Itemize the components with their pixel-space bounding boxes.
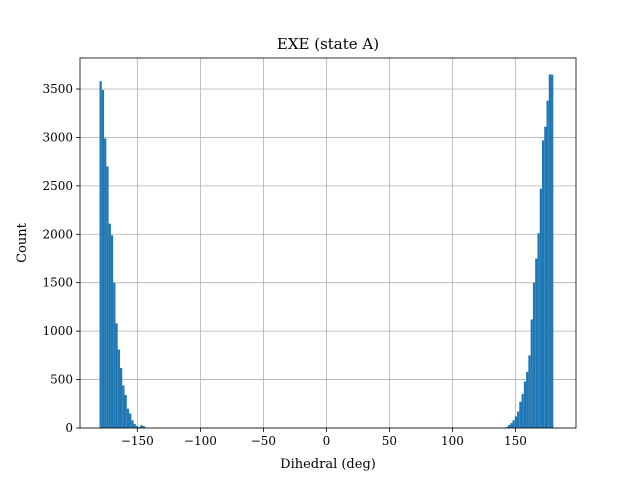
histogram-bar	[539, 188, 542, 428]
histogram-bar	[108, 223, 111, 428]
plot-area-frame	[79, 57, 577, 429]
histogram-bar	[101, 89, 105, 428]
x-tick-label: 0	[323, 434, 331, 448]
histogram-bar	[119, 367, 123, 428]
x-tick-label: −100	[184, 434, 217, 448]
histogram-bar	[530, 319, 533, 428]
histogram-bar	[523, 381, 527, 428]
y-tick-label: 2000	[42, 227, 73, 241]
histogram-bar	[106, 166, 109, 428]
y-tick-label: 1500	[42, 276, 73, 290]
x-tick-label: 50	[382, 434, 397, 448]
histogram-bar	[113, 282, 116, 428]
histogram-bar	[115, 323, 118, 428]
histogram-bar	[544, 126, 547, 429]
histogram-bar	[541, 140, 545, 429]
histogram-bar	[519, 401, 522, 428]
histogram-bar	[510, 423, 513, 428]
histogram-bar	[126, 408, 130, 428]
histogram-bar	[537, 233, 540, 428]
histogram-bar	[133, 424, 136, 428]
histogram-bar	[140, 425, 143, 428]
x-tick-label: 150	[504, 434, 527, 448]
histogram-bar	[117, 349, 120, 428]
y-axis-ticks: 0 500 1000 1500 2000 2500 3000 3500	[42, 82, 80, 435]
histogram-bar	[122, 385, 125, 428]
histogram-bars	[99, 74, 554, 429]
histogram-bar	[528, 355, 531, 428]
histogram-bar	[514, 416, 518, 428]
histogram-bar	[507, 425, 511, 428]
histogram-bar	[99, 81, 102, 429]
histogram-bar	[546, 100, 549, 428]
histogram-bar	[142, 426, 145, 428]
x-axis-label: Dihedral (deg)	[280, 457, 376, 472]
histogram-bar	[532, 282, 536, 428]
histogram-bar	[535, 258, 538, 428]
histogram-bar	[521, 394, 524, 428]
y-tick-label: 500	[50, 373, 73, 387]
x-tick-label: 100	[441, 434, 464, 448]
x-axis-ticks: −150 −100 −50 0 50 100 150	[121, 428, 527, 448]
histogram-bar	[129, 413, 132, 428]
histogram-bar	[548, 74, 552, 428]
histogram-bar	[505, 427, 508, 428]
y-tick-label: 2500	[42, 179, 73, 193]
y-tick-label: 3000	[42, 130, 73, 144]
y-tick-label: 0	[65, 421, 73, 435]
y-axis-label: Count	[15, 222, 30, 263]
histogram-bar	[104, 138, 107, 428]
x-tick-label: −150	[121, 434, 154, 448]
x-tick-label: −50	[251, 434, 276, 448]
histogram-bar	[512, 420, 515, 428]
y-tick-label: 1000	[42, 324, 73, 338]
histogram-bar	[124, 395, 127, 428]
histogram-bar	[135, 426, 139, 428]
histogram-bar	[551, 74, 554, 428]
histogram-bar	[138, 427, 141, 428]
histogram-bar	[131, 420, 134, 428]
histogram-bar	[517, 411, 520, 428]
y-tick-label: 3500	[42, 82, 73, 96]
histogram-bar	[110, 235, 114, 428]
histogram-bar	[526, 371, 529, 428]
chart-title: EXE (state A)	[277, 35, 379, 53]
